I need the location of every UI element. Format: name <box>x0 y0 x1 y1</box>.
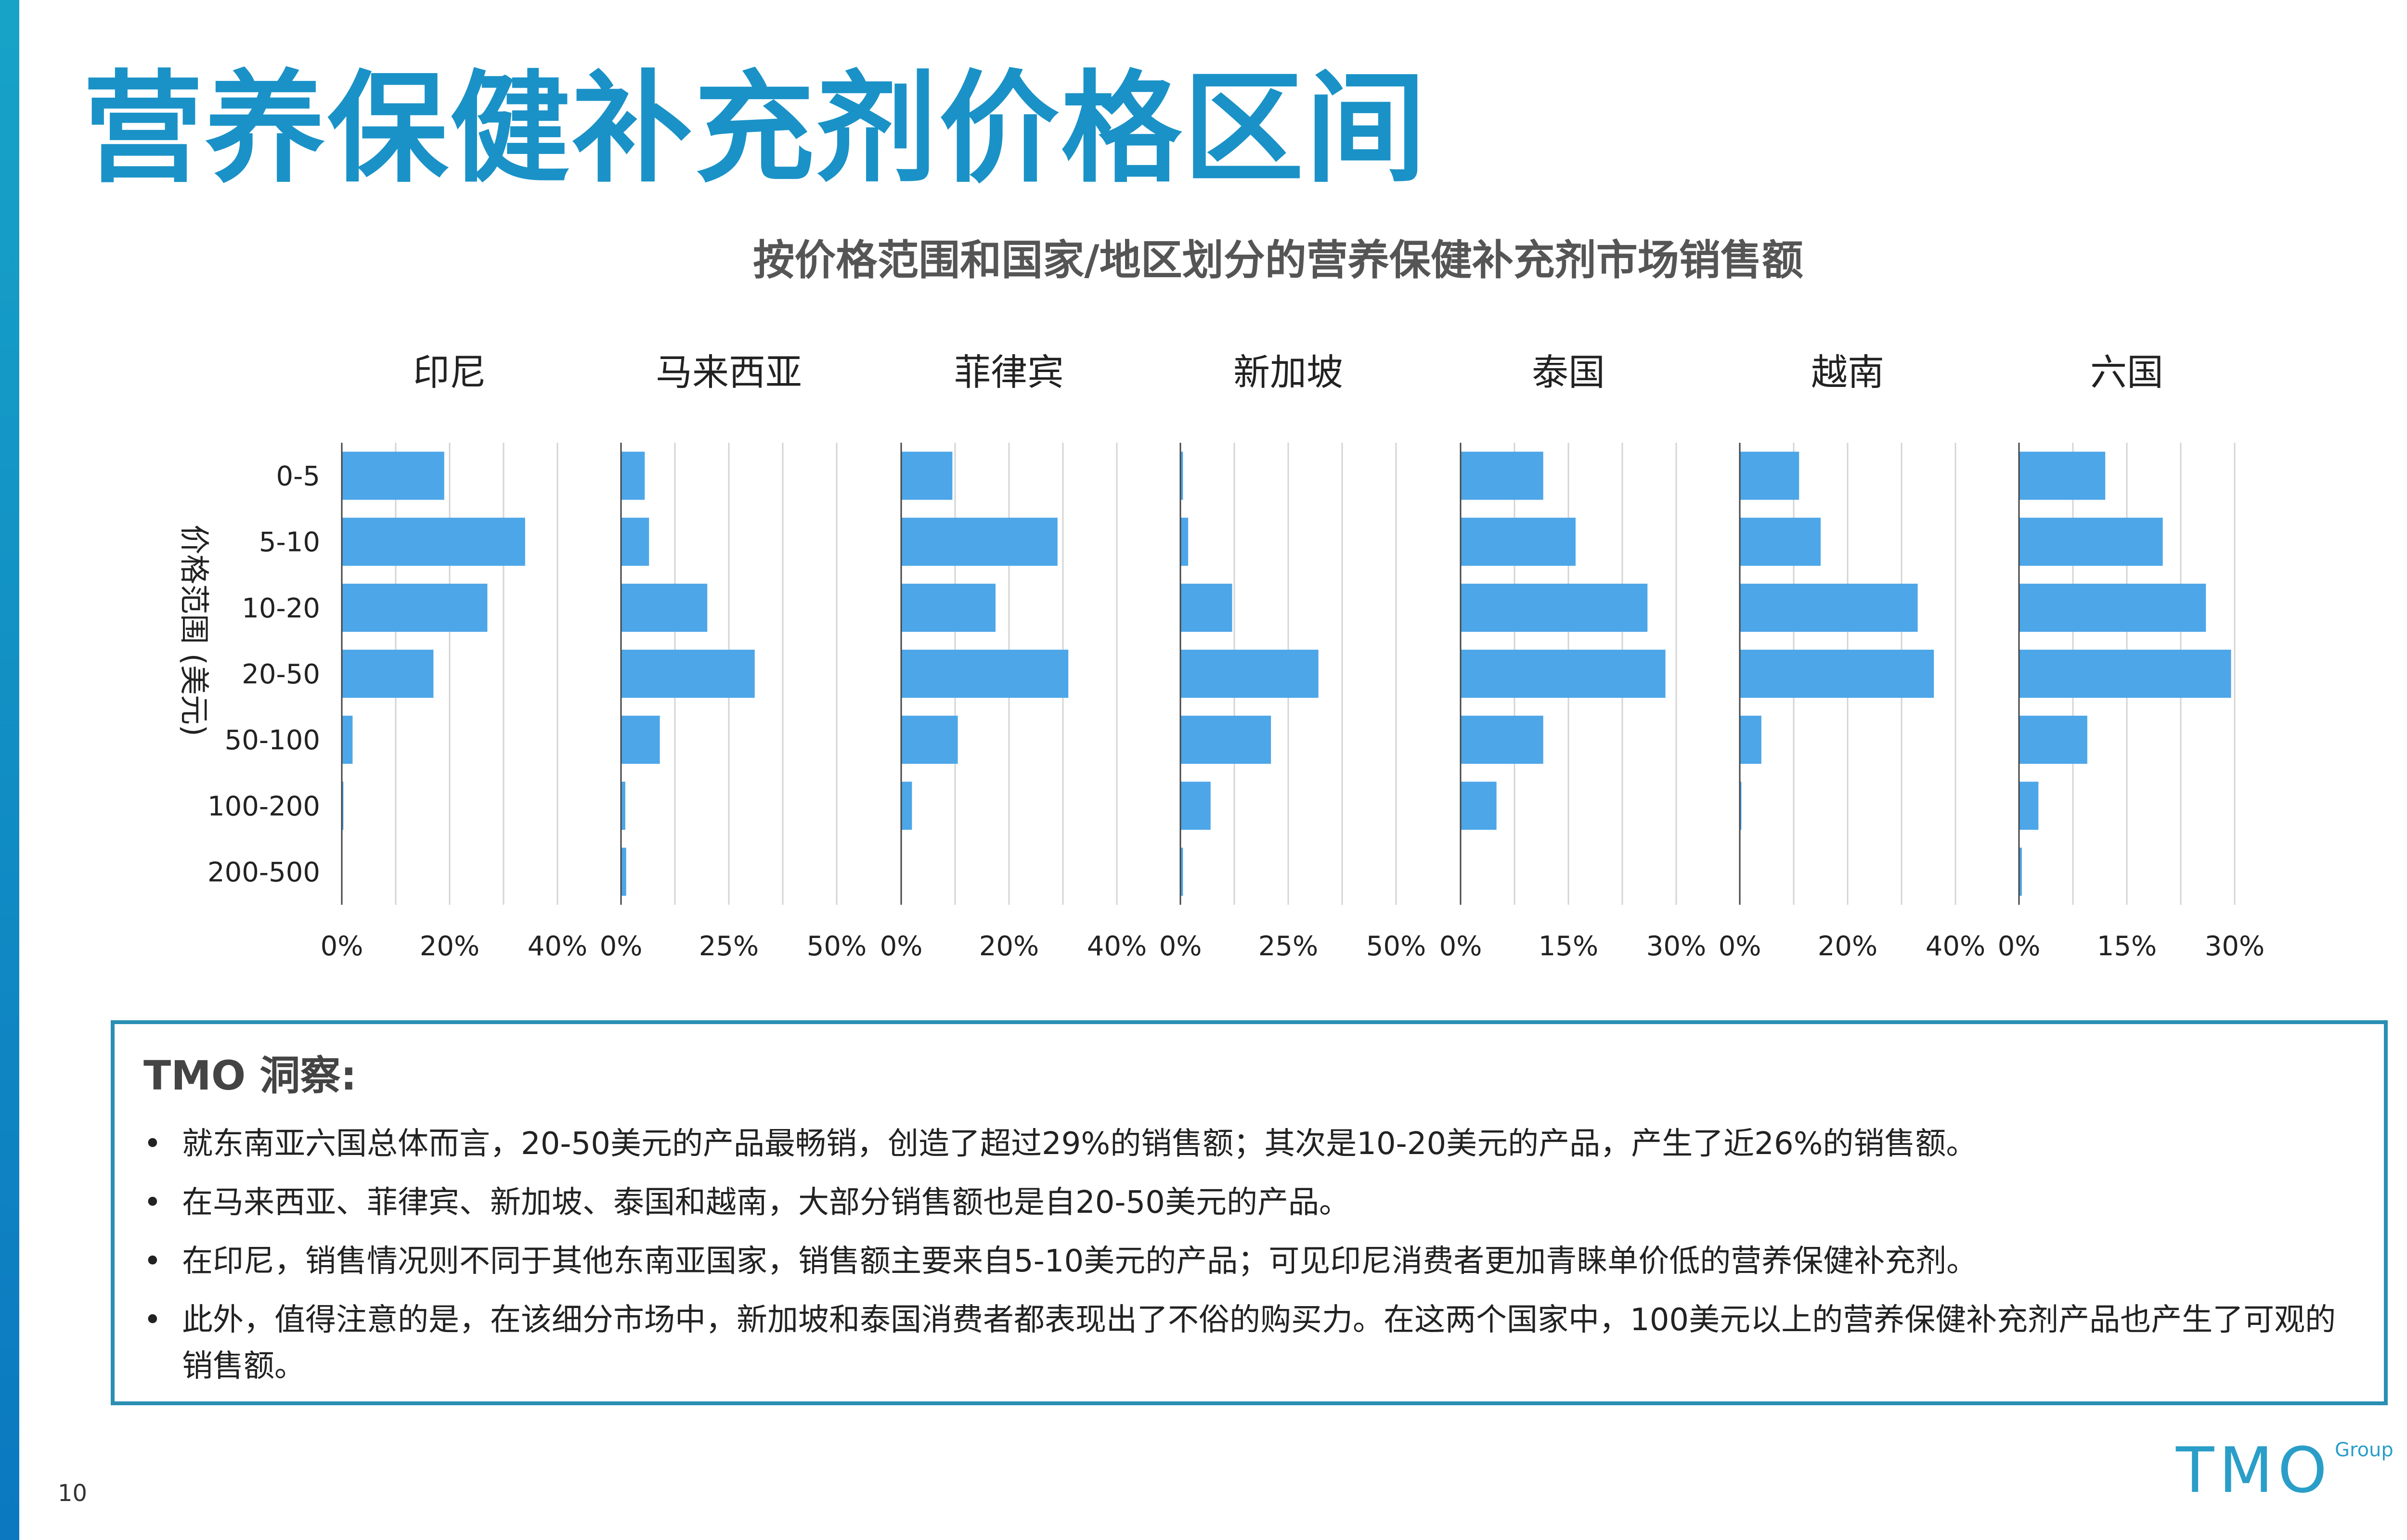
bar <box>1180 583 1232 632</box>
bar <box>1461 517 1576 566</box>
insight-list: 就东南亚六国总体而言，20-50美元的产品最畅销，创造了超过29%的销售额；其次… <box>143 1121 2355 1389</box>
tick-label: 25% <box>1258 931 1318 962</box>
tick-label: 0% <box>1439 931 1482 962</box>
panel-title: 越南 <box>1811 351 1884 394</box>
panel-title: 马来西亚 <box>656 351 802 394</box>
bar <box>1180 847 1183 896</box>
bar <box>342 451 444 500</box>
logo-text: TMO <box>2176 1434 2332 1507</box>
bar <box>1740 517 1821 566</box>
category-label: 200-500 <box>207 857 320 888</box>
bar <box>1461 716 1543 764</box>
category-label: 0-5 <box>276 461 320 492</box>
bar <box>901 782 912 830</box>
panel-title: 六国 <box>2090 351 2163 394</box>
logo-sub-text: Group <box>2335 1439 2394 1461</box>
bar <box>2019 782 2039 830</box>
bar <box>1461 451 1543 500</box>
bar <box>621 782 625 830</box>
bar <box>2019 451 2106 500</box>
tick-label: 0% <box>1998 931 2041 962</box>
tick-label: 0% <box>600 931 643 962</box>
tick-label: 50% <box>807 931 867 962</box>
panel-title: 泰国 <box>1532 351 1605 394</box>
bar <box>1740 650 1934 698</box>
tick-label: 30% <box>1646 931 1706 962</box>
tick-label: 40% <box>1926 931 1985 962</box>
bar <box>342 517 525 566</box>
insight-bullet: 此外，值得注意的是，在该细分市场中，新加坡和泰国消费者都表现出了不俗的购买力。在… <box>143 1297 2355 1389</box>
bar <box>1461 583 1648 632</box>
bar <box>2019 847 2022 896</box>
tick-label: 20% <box>979 931 1039 962</box>
insight-title: TMO 洞察: <box>143 1052 357 1099</box>
bar <box>1180 451 1183 500</box>
bar <box>2019 716 2087 764</box>
category-label: 50-100 <box>225 725 320 756</box>
y-axis-label: 价格范围 (美元) <box>177 525 212 736</box>
tick-label: 0% <box>880 931 923 962</box>
panel-title: 印尼 <box>413 351 486 394</box>
tmo-logo: TMO Group <box>2176 1439 2407 1506</box>
bar <box>901 583 996 632</box>
tick-label: 50% <box>1366 931 1426 962</box>
tick-label: 15% <box>1539 931 1598 962</box>
tick-label: 40% <box>528 931 587 962</box>
bar <box>901 650 1069 698</box>
tick-label: 30% <box>2205 931 2265 962</box>
insight-bullet: 就东南亚六国总体而言，20-50美元的产品最畅销，创造了超过29%的销售额；其次… <box>143 1121 2355 1167</box>
bar <box>621 517 649 566</box>
tick-label: 25% <box>699 931 759 962</box>
bar <box>342 782 344 830</box>
category-label: 10-20 <box>242 593 320 624</box>
bar <box>621 847 626 896</box>
bar <box>901 517 1058 566</box>
bar <box>621 650 755 698</box>
page-title: 营养保健补充剂价格区间 <box>83 59 1428 199</box>
panel-title: 新加坡 <box>1233 351 1343 394</box>
tick-label: 40% <box>1087 931 1147 962</box>
bar <box>621 716 660 764</box>
tick-label: 0% <box>321 931 363 962</box>
bar <box>1740 451 1799 500</box>
bar <box>901 716 958 764</box>
bar <box>1740 782 1742 830</box>
tick-label: 20% <box>1818 931 1877 962</box>
bar <box>1180 782 1211 830</box>
bar <box>1461 782 1497 830</box>
bar <box>1180 517 1189 566</box>
insight-bullet: 在马来西亚、菲律宾、新加坡、泰国和越南，大部分销售额也是自20-50美元的产品。 <box>143 1180 2355 1226</box>
accent-side-bar <box>0 0 19 1540</box>
page-number: 10 <box>58 1480 88 1507</box>
tick-label: 20% <box>420 931 479 962</box>
bar <box>342 716 353 764</box>
tick-label: 15% <box>2097 931 2157 962</box>
bar <box>2019 517 2163 566</box>
bar <box>1180 650 1319 698</box>
insight-box: TMO 洞察: 就东南亚六国总体而言，20-50美元的产品最畅销，创造了超过29… <box>111 1020 2388 1405</box>
category-label: 100-200 <box>207 791 320 822</box>
bar <box>621 583 708 632</box>
panel-title: 菲律宾 <box>954 351 1064 394</box>
bar <box>1740 716 1761 764</box>
bar <box>342 650 434 698</box>
tick-label: 0% <box>1159 931 1202 962</box>
bar <box>621 451 645 500</box>
bar <box>2019 650 2231 698</box>
bar <box>1740 583 1918 632</box>
tick-label: 0% <box>1719 931 1761 962</box>
bar <box>1180 716 1271 764</box>
chart-title: 按价格范围和国家/地区划分的营养保健补充剂市场销售额 <box>753 236 1803 284</box>
insight-bullet: 在印尼，销售情况则不同于其他东南亚国家，销售额主要来自5-10美元的产品；可见印… <box>143 1238 2355 1284</box>
bar <box>2019 583 2206 632</box>
bar <box>901 451 953 500</box>
category-label: 20-50 <box>242 659 320 690</box>
bar <box>342 583 488 632</box>
bar <box>1461 650 1666 698</box>
category-label: 5-10 <box>259 527 320 558</box>
